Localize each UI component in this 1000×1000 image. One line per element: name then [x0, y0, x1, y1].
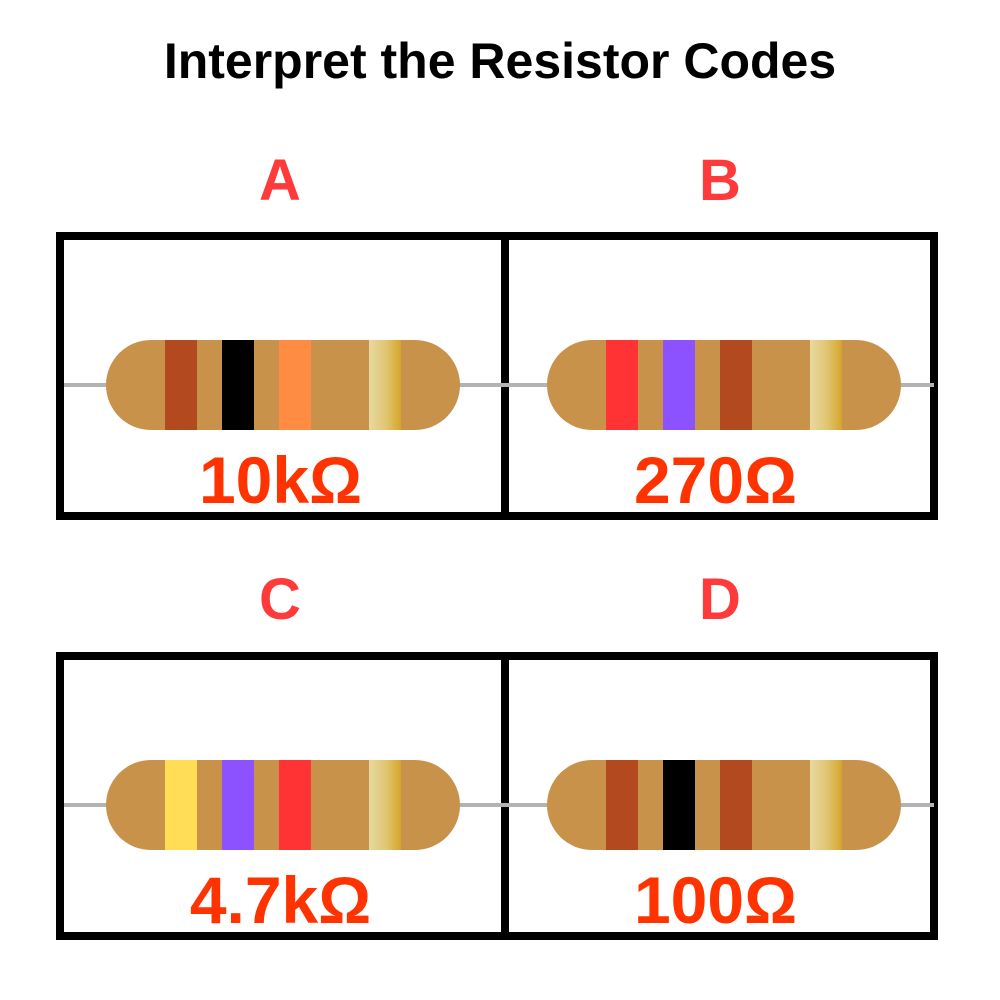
panel-divider — [501, 240, 509, 512]
color-band-2 — [222, 340, 254, 430]
resistor-a — [64, 340, 505, 430]
color-band-2 — [222, 760, 254, 850]
color-band-3 — [720, 760, 752, 850]
resistor-d — [505, 760, 934, 850]
color-band-3 — [279, 760, 311, 850]
color-band-1 — [606, 760, 638, 850]
resistor-c — [64, 760, 505, 850]
resistor-value-c: 4.7kΩ — [189, 863, 372, 937]
resistor-panel-c: 4.7kΩ — [64, 660, 505, 937]
label-c: C — [259, 567, 301, 632]
color-band-3 — [279, 340, 311, 430]
color-band-1 — [165, 760, 197, 850]
resistor-panel-d: 100Ω — [505, 660, 934, 937]
resistor-value-b: 270Ω — [633, 443, 798, 517]
color-band-3 — [720, 340, 752, 430]
tolerance-band — [810, 760, 842, 850]
label-a: A — [259, 148, 301, 213]
panel-divider — [501, 660, 509, 932]
tolerance-band — [810, 340, 842, 430]
color-band-1 — [165, 340, 197, 430]
panel-row-bottom: 4.7kΩ 100Ω — [56, 652, 938, 940]
panel-row-top: 10kΩ 270Ω — [56, 232, 938, 520]
resistor-value-a: 10kΩ — [198, 443, 363, 517]
page-title: Interpret the Resistor Codes — [163, 33, 837, 89]
label-b: B — [699, 148, 741, 213]
color-band-2 — [663, 340, 695, 430]
resistor-panel-a: 10kΩ — [64, 240, 505, 517]
resistor-panel-b: 270Ω — [505, 240, 934, 517]
resistor-value-d: 100Ω — [633, 863, 798, 937]
resistor-b — [505, 340, 934, 430]
tolerance-band — [369, 340, 401, 430]
label-d: D — [699, 567, 741, 632]
color-band-1 — [606, 340, 638, 430]
color-band-2 — [663, 760, 695, 850]
tolerance-band — [369, 760, 401, 850]
